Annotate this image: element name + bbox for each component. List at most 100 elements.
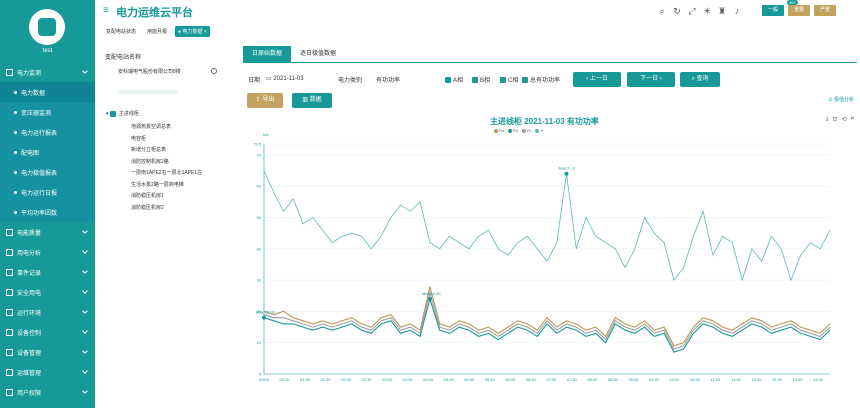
check-a[interactable]: A相 <box>445 75 463 84</box>
legend-label: Pc <box>526 128 532 133</box>
tree-root[interactable]: ▾ 主进线柜 <box>106 110 139 117</box>
menu-icon <box>6 68 13 76</box>
tree-company[interactable]: 安科瑞电气股份有限公司8楼 <box>118 69 181 75</box>
chart-toolbox: ⤓ ⊡ ⟲ ⌗ <box>826 116 854 123</box>
checkbox-icon <box>500 77 506 84</box>
theme-icon[interactable]: ☀ <box>702 6 712 16</box>
checkbox-icon <box>472 77 478 84</box>
next-day-button[interactable]: 下一日 › <box>627 72 675 87</box>
tree-node[interactable]: 消防稳压机房2 <box>131 204 164 211</box>
tag-monthly[interactable]: 用能月报 <box>147 28 168 35</box>
type-select[interactable]: 有功功率 <box>376 78 401 84</box>
tab-daily-extreme[interactable]: 逐日极值数据 <box>300 51 337 57</box>
extreme-analysis-link[interactable]: ⊙ 极值分析 <box>828 97 854 103</box>
x-tick-label: 02:30 <box>362 377 373 382</box>
sidebar-item-7[interactable]: 平均功率因数 <box>0 202 95 222</box>
x-tick-label: 01:00 <box>300 377 311 382</box>
max-annotation: Max:22.00 <box>256 310 275 315</box>
fullscreen-icon[interactable]: ⤢ <box>688 6 696 16</box>
legend-label: Pa <box>499 128 504 133</box>
sidebar-item-label: 电能质量 <box>17 230 42 237</box>
sidebar-item-6[interactable]: 电力运行日报 <box>0 182 95 202</box>
zoom-reset-icon[interactable]: ⟲ <box>841 117 847 123</box>
sidebar-item-16[interactable]: 用户权限 <box>0 382 95 402</box>
chevron-down-icon <box>82 368 88 374</box>
content-tabs: 日原始数据 逐日极值数据 <box>243 46 345 62</box>
export-button[interactable]: ⇪ 导出 <box>247 93 283 108</box>
sidebar-item-label: 设备控制 <box>17 330 42 337</box>
x-tick-label: 01:30 <box>321 377 332 382</box>
pin-icon[interactable] <box>211 68 217 74</box>
sidebar-item-9[interactable]: 用电分析 <box>0 242 95 262</box>
legend-item-P[interactable]: P <box>535 128 543 133</box>
check-c-label: C相 <box>508 78 519 84</box>
download-icon[interactable]: ⤓ <box>825 116 829 122</box>
chart-legend: Pa Pb Pc P <box>494 128 543 133</box>
bullet-icon <box>14 110 17 114</box>
sidebar-item-2[interactable]: 变压器监测 <box>0 102 95 122</box>
tag-power-data[interactable]: ● 电力数据 × <box>175 25 210 37</box>
sidebar-item-11[interactable]: 安全用电 <box>0 282 95 302</box>
legend-item-Pa[interactable]: Pa <box>494 128 504 133</box>
sidebar-item-4[interactable]: 配电图 <box>0 142 95 162</box>
date-label: 日期 <box>248 78 261 84</box>
check-total[interactable]: 总有功功率 <box>522 75 560 84</box>
sidebar-item-8[interactable]: 电能质量 <box>0 222 95 242</box>
sidebar-item-13[interactable]: 设备控制 <box>0 322 95 342</box>
x-tick-label: 03:00 <box>382 377 393 382</box>
hamburger-icon[interactable]: ≡ <box>103 5 109 16</box>
sidebar-item-10[interactable]: 事件记录 <box>0 262 95 282</box>
sidebar-item-1[interactable]: 电力数据 <box>0 82 95 102</box>
alarm-severe-button[interactable]: 严重 <box>814 5 836 16</box>
check-b[interactable]: B相 <box>472 75 490 84</box>
sidebar-item-0[interactable]: 电力监测 <box>0 62 95 82</box>
tree-node[interactable]: 消防控制机房2路 <box>131 158 169 165</box>
x-tick-label: 04:30 <box>444 377 455 382</box>
date-input[interactable]: ▭ 2021-11-03 <box>266 76 304 82</box>
legend-label: Pb <box>512 128 518 133</box>
search-icon[interactable]: ⌕ <box>659 6 665 16</box>
zoom-icon[interactable]: ⊡ <box>832 117 838 123</box>
tree-node[interactable]: 地源热泵空调总表 <box>131 124 172 130</box>
alarm-important-button[interactable]: 重要 <box>788 5 810 16</box>
tag-bar: 变配电站状态 用能月报 ● 电力数据 × <box>95 24 860 38</box>
top-header: ≡ 电力运维云平台 ⌕ ↻ ⤢ ☀ ♜ ♪ 99+ 一般 重要 严重 <box>95 0 860 24</box>
type-label: 电力类别 <box>338 78 363 84</box>
tag-power-data-label: 电力数据 <box>182 28 203 35</box>
sidebar-item-14[interactable]: 设备管理 <box>0 342 95 362</box>
x-tick-label: 09:30 <box>649 377 660 382</box>
extreme-analysis-label: 极值分析 <box>833 97 854 103</box>
legend-swatch <box>494 128 498 133</box>
bell-icon[interactable]: ♪ <box>734 6 740 16</box>
tree-title: 变配电站名称 <box>105 55 142 61</box>
sidebar-item-label: 事件记录 <box>17 270 42 277</box>
shirt-icon[interactable]: ♜ <box>717 6 727 16</box>
sidebar-item-15[interactable]: 运维管理 <box>0 362 95 382</box>
bullet-icon <box>14 210 17 214</box>
legend-swatch <box>521 128 526 133</box>
y-tick-label: 73.5 <box>253 142 262 147</box>
checkbox-icon[interactable] <box>109 110 116 117</box>
tree-node[interactable]: 新增分立柜总表 <box>131 147 167 153</box>
prev-day-button[interactable]: ‹ 上一日 <box>573 72 621 87</box>
data-button[interactable]: ▥ 数据 <box>292 93 332 108</box>
alarm-normal-button[interactable]: 一般 <box>762 5 784 16</box>
tree-node[interactable]: 一层南1APE2右一层北1APE1左 <box>131 170 203 176</box>
bullet-icon <box>14 170 17 174</box>
restore-icon[interactable]: ⌗ <box>850 116 854 122</box>
tree-node[interactable]: 生活水泵2路一层商电梯 <box>131 181 184 188</box>
tree-node[interactable]: 消防稳压机房1 <box>131 193 164 199</box>
check-c[interactable]: C相 <box>500 75 518 84</box>
legend-item-Pb[interactable]: Pb <box>507 128 518 133</box>
query-button[interactable]: ⌕ 查询 <box>680 72 720 87</box>
sidebar-item-label: 设备管理 <box>17 350 42 357</box>
sidebar-item-3[interactable]: 电力运行报表 <box>0 122 95 142</box>
sidebar-item-12[interactable]: 运行环境 <box>0 302 95 322</box>
legend-item-Pc[interactable]: Pc <box>521 128 532 133</box>
tree-node[interactable]: 电容柜 <box>131 135 147 142</box>
tab-daily-raw[interactable]: 日原始数据 <box>243 46 292 62</box>
sidebar-item-5[interactable]: 电力极值报表 <box>0 162 95 182</box>
refresh-icon[interactable]: ↻ <box>673 6 681 16</box>
max-annotation: Max:2...3 <box>559 166 576 171</box>
tag-station-status[interactable]: 变配电站状态 <box>106 28 137 35</box>
